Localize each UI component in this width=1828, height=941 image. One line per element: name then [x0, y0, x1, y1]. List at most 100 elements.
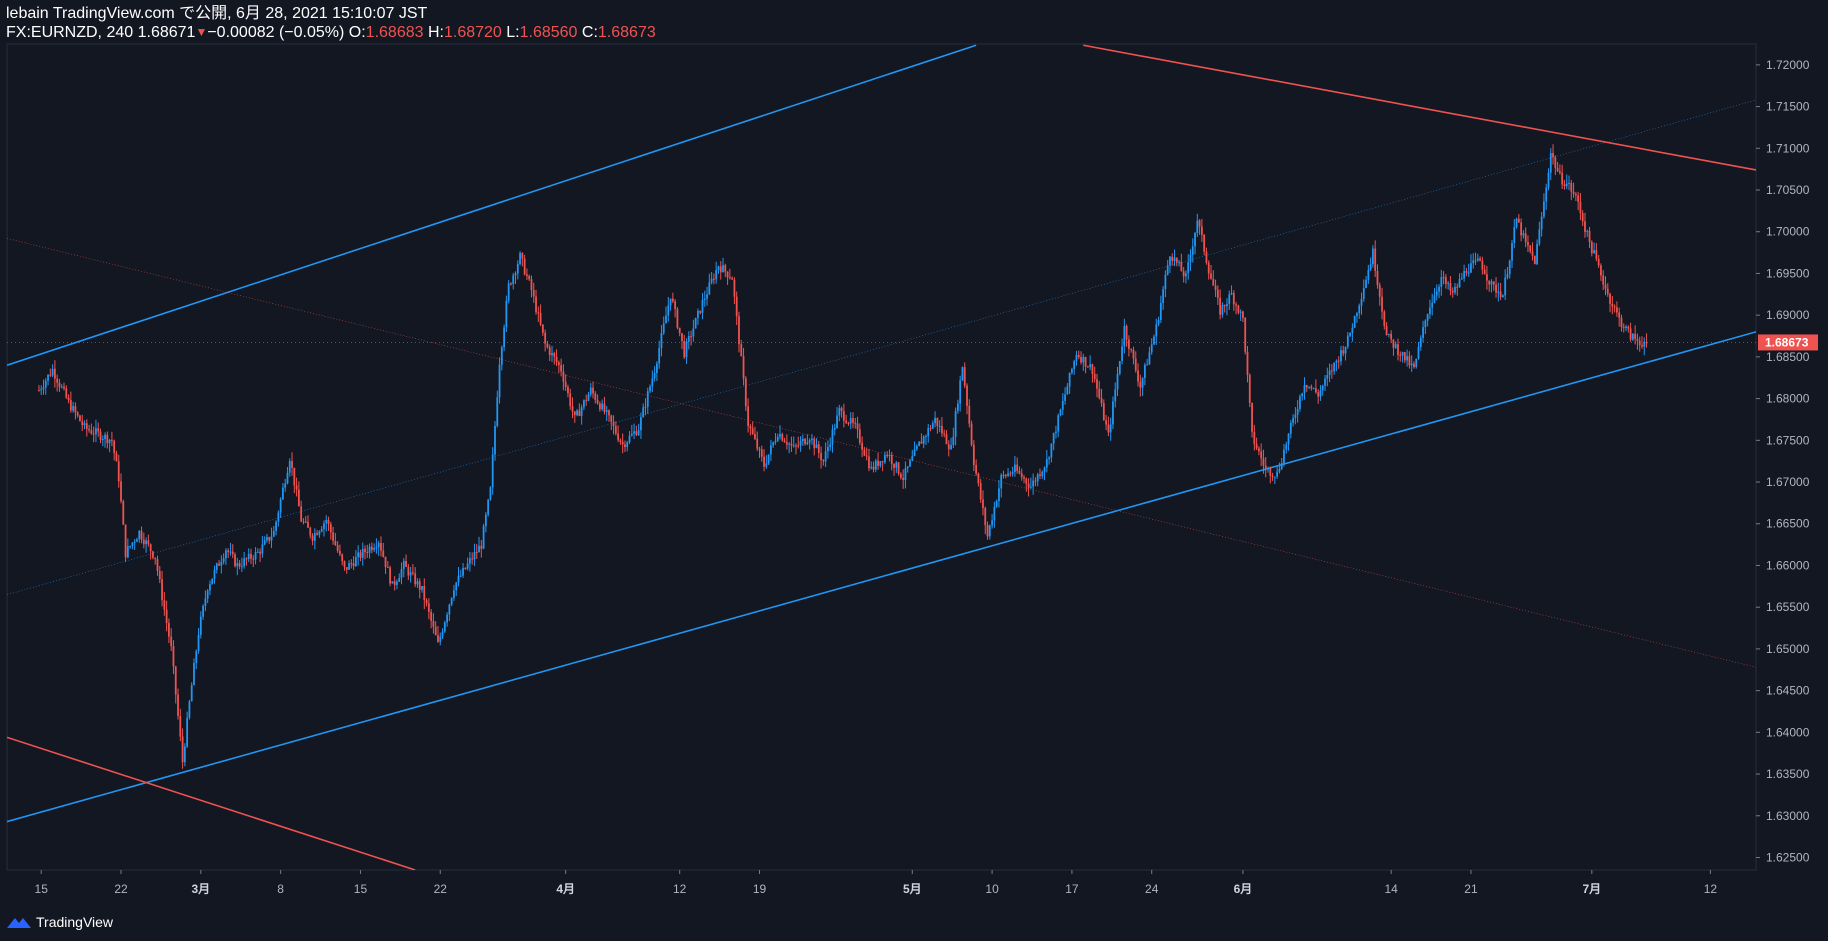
candle-body: [674, 301, 677, 310]
candle-body: [1246, 351, 1249, 375]
candle-body: [1305, 385, 1308, 388]
candle-body: [603, 403, 606, 412]
candle-body: [500, 347, 503, 365]
candle-body: [1235, 304, 1237, 306]
candle-body: [1223, 305, 1226, 307]
y-tick-label: 1.65500: [1766, 600, 1810, 614]
candle-body: [1299, 396, 1301, 409]
candle-body: [877, 460, 879, 466]
candle-body: [1547, 172, 1550, 188]
candle-body: [1511, 243, 1513, 261]
candle-body: [288, 461, 291, 473]
candle-body: [1588, 230, 1591, 243]
candle-body: [833, 427, 836, 430]
candle-body: [653, 373, 656, 379]
high-label: H:: [427, 24, 444, 41]
candle-body: [548, 347, 551, 356]
candle-body: [1545, 187, 1548, 202]
candle-body: [1367, 269, 1370, 280]
candle-body: [88, 428, 90, 431]
candle-body: [1449, 283, 1452, 291]
candle-body: [1212, 278, 1215, 286]
candle-body: [541, 324, 544, 333]
candle-body: [744, 378, 747, 407]
candle-body: [332, 532, 334, 541]
candle-body: [179, 715, 182, 737]
candle-body: [391, 581, 394, 584]
candle-body: [678, 327, 681, 334]
candle-body: [1041, 471, 1044, 477]
candle-body: [1210, 273, 1212, 279]
candle-body: [927, 428, 930, 437]
candle-body: [1451, 290, 1454, 293]
candle-body: [879, 461, 882, 466]
trendline-1[interactable]: [7, 331, 1756, 823]
candle-body: [1501, 295, 1504, 298]
trendline-2[interactable]: [7, 99, 1756, 595]
candle-body: [140, 530, 143, 540]
candle-body: [519, 253, 521, 265]
candle-body: [313, 533, 316, 541]
candle-body: [911, 456, 914, 461]
candle-body: [427, 603, 430, 612]
candle-body: [580, 407, 583, 416]
y-tick-label: 1.63500: [1766, 767, 1810, 781]
candle-body: [617, 433, 620, 441]
candle-body: [168, 623, 170, 637]
trendline-3[interactable]: [7, 736, 416, 870]
candle-body: [827, 447, 829, 452]
candle-body: [1620, 317, 1623, 328]
candle-body: [505, 300, 508, 328]
candle-body: [277, 512, 280, 522]
symbol-label[interactable]: FX:EURNZD, 240: [6, 24, 134, 41]
candle-body: [532, 290, 535, 297]
candle-body: [1139, 381, 1142, 388]
candle-body: [1419, 337, 1422, 348]
candle-body: [1013, 464, 1016, 472]
candle-body: [1169, 256, 1171, 266]
candle-body: [1061, 400, 1064, 410]
candle-body: [1143, 364, 1146, 378]
candle-body: [357, 552, 360, 558]
candle-body: [231, 551, 234, 555]
candle-body: [206, 590, 209, 599]
candle-body: [97, 428, 100, 432]
candle-body: [1479, 258, 1481, 261]
candle-body: [188, 701, 191, 718]
candle-body: [416, 581, 419, 585]
candle-body: [1260, 451, 1263, 459]
candle-body: [1052, 433, 1055, 444]
trendline-layer[interactable]: [7, 44, 1756, 870]
trendline-0[interactable]: [7, 44, 977, 366]
footer-brand[interactable]: TradingView: [6, 914, 113, 930]
candle-body: [1447, 283, 1450, 285]
candle-body: [67, 397, 70, 401]
candle-body: [304, 521, 307, 523]
candle-body: [585, 400, 588, 402]
candle-body: [1570, 182, 1573, 192]
candle-body: [754, 433, 756, 439]
candle-body: [1565, 183, 1568, 187]
candle-body: [852, 418, 854, 423]
candle-body: [649, 386, 651, 392]
candle-body: [988, 525, 991, 537]
candle-body: [596, 400, 599, 404]
candle-body: [482, 526, 485, 549]
time-axis[interactable]: 15 22 3月 8 15 22 4月 12 19 5月 10 17 24 6月 14 21 7月 12: [35, 870, 1718, 896]
trendline-5[interactable]: [7, 238, 1756, 668]
candle-body: [393, 581, 396, 585]
x-tick-label: 3月: [191, 882, 210, 896]
candle-body: [884, 455, 886, 463]
candle-body: [117, 461, 120, 482]
trendline-4[interactable]: [1083, 44, 1756, 171]
candle-body: [225, 550, 227, 559]
price-axis[interactable]: 1.72000 1.71500 1.71000 1.70500 1.70000 1.695…: [1756, 58, 1818, 865]
candle-body: [339, 550, 341, 555]
candle-body: [646, 391, 649, 407]
candle-body: [1109, 424, 1112, 433]
candle-body: [1622, 327, 1625, 329]
candle-body: [849, 418, 852, 424]
candle-body: [259, 551, 262, 554]
candle-body: [487, 499, 490, 515]
